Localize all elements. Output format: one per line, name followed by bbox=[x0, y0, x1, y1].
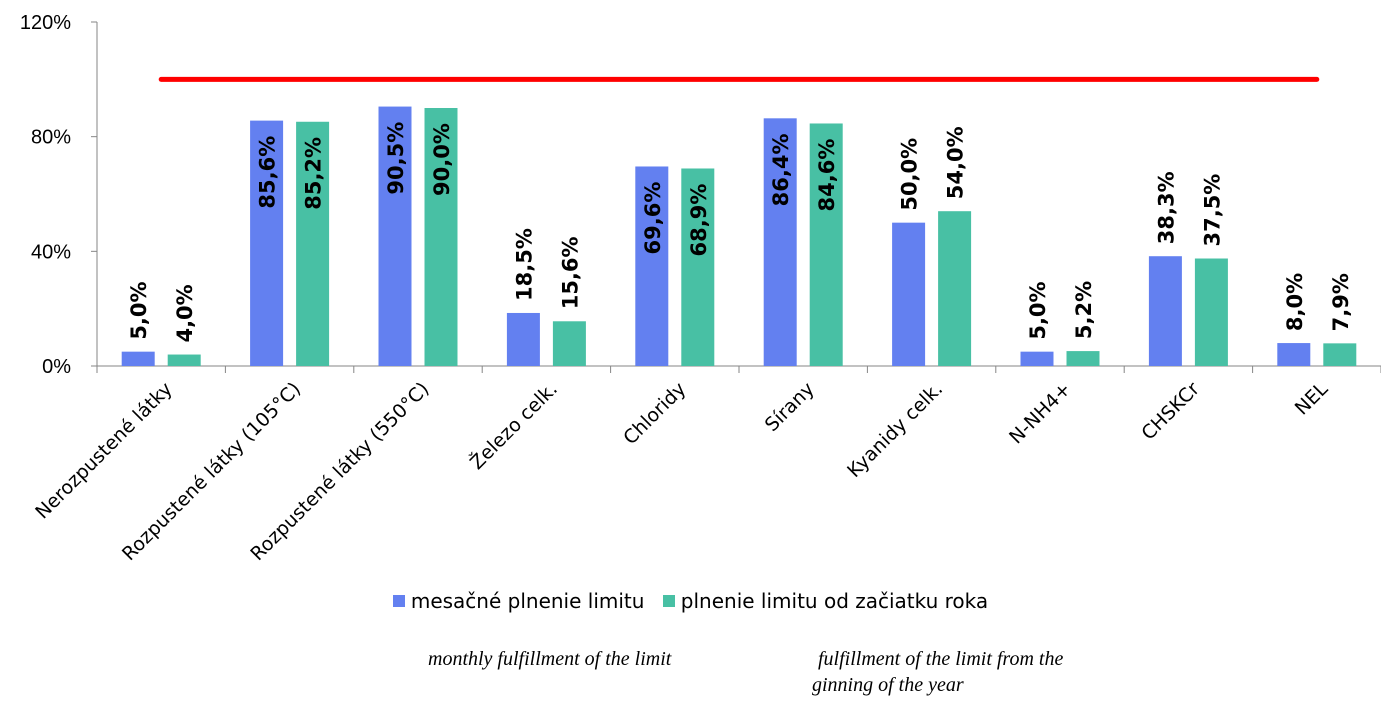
data-label: 15,6% bbox=[558, 236, 582, 309]
caption-yearly: fulfillment of the limit from the ginnin… bbox=[812, 646, 1063, 698]
category-label: Kyanidy celk. bbox=[843, 378, 947, 482]
data-label: 38,3% bbox=[1154, 171, 1178, 244]
data-label: 85,2% bbox=[302, 137, 326, 210]
legend-item-monthly: mesačné plnenie limitu bbox=[392, 589, 645, 613]
bar bbox=[763, 118, 797, 366]
legend-label-yearly: plnenie limitu od začiatku roka bbox=[680, 589, 989, 613]
bar-chart: 0% 40% 80% 120% 5,0% 4,0% 85,6% 85,2% 90,5% 90,0… bbox=[20, 12, 1381, 565]
bar bbox=[296, 121, 330, 366]
y-tick-label: 120% bbox=[20, 12, 71, 34]
data-label: 86,4% bbox=[769, 133, 793, 206]
data-label: 50,0% bbox=[898, 138, 922, 211]
bar bbox=[1194, 258, 1228, 366]
data-label: 85,6% bbox=[256, 136, 280, 209]
y-tick-label: 0% bbox=[42, 356, 71, 378]
data-label: 8,0% bbox=[1283, 273, 1307, 331]
legend-swatch-monthly bbox=[392, 595, 405, 607]
data-label: 84,6% bbox=[815, 139, 839, 212]
legend-label-monthly: mesačné plnenie limitu bbox=[410, 589, 645, 613]
legend-swatch-yearly bbox=[662, 595, 675, 607]
category-label: Nerozpustené látky bbox=[31, 378, 176, 523]
legend: mesačné plnenie limitu plnenie limitu od… bbox=[0, 588, 1381, 613]
bar bbox=[378, 106, 412, 367]
bar bbox=[1148, 256, 1182, 366]
legend-item-yearly: plnenie limitu od začiatku roka bbox=[662, 589, 989, 613]
caption-monthly: monthly fulfillment of the limit bbox=[428, 648, 672, 670]
data-label: 5,0% bbox=[127, 281, 151, 339]
data-label: 4,0% bbox=[173, 284, 197, 342]
y-tick-label: 40% bbox=[31, 241, 71, 263]
data-label: 5,2% bbox=[1072, 281, 1096, 339]
bar bbox=[167, 354, 201, 366]
category-label: Chloridy bbox=[619, 378, 690, 449]
data-label: 54,0% bbox=[944, 126, 968, 199]
bar bbox=[552, 321, 586, 366]
bar bbox=[635, 166, 669, 366]
bar bbox=[1323, 343, 1357, 366]
bar bbox=[1066, 351, 1100, 366]
bar bbox=[681, 168, 715, 366]
category-label: Sírany bbox=[761, 378, 819, 436]
data-label: 90,5% bbox=[384, 122, 408, 195]
bar bbox=[1277, 343, 1311, 366]
bar bbox=[1020, 351, 1054, 366]
data-label: 18,5% bbox=[512, 228, 536, 301]
category-label: NEL bbox=[1291, 378, 1333, 420]
data-label: 7,9% bbox=[1329, 273, 1353, 331]
category-label: N-NH4+ bbox=[1005, 378, 1075, 448]
data-label: 69,6% bbox=[641, 182, 665, 255]
bar bbox=[506, 312, 540, 366]
data-label: 37,5% bbox=[1200, 174, 1224, 247]
bar bbox=[250, 120, 284, 366]
bar bbox=[121, 351, 155, 366]
bars-group bbox=[121, 106, 1357, 367]
data-label: 5,0% bbox=[1026, 281, 1050, 339]
data-label: 68,9% bbox=[687, 184, 711, 257]
bar bbox=[809, 123, 843, 366]
y-tick-label: 80% bbox=[31, 127, 71, 149]
caption-yearly-line1: fulfillment of the limit from the bbox=[818, 648, 1064, 670]
caption-yearly-line2: ginning of the year bbox=[812, 674, 964, 696]
bar bbox=[424, 108, 458, 366]
category-label: Železo celk. bbox=[465, 377, 562, 474]
bar bbox=[938, 211, 972, 366]
data-label: 90,0% bbox=[430, 123, 454, 196]
category-label: CHSKCr bbox=[1137, 378, 1204, 445]
data-labels-group: 5,0% 4,0% 85,6% 85,2% 90,5% 90,0% 18,5% 15,6% 69… bbox=[127, 122, 1353, 343]
bar bbox=[892, 222, 926, 366]
